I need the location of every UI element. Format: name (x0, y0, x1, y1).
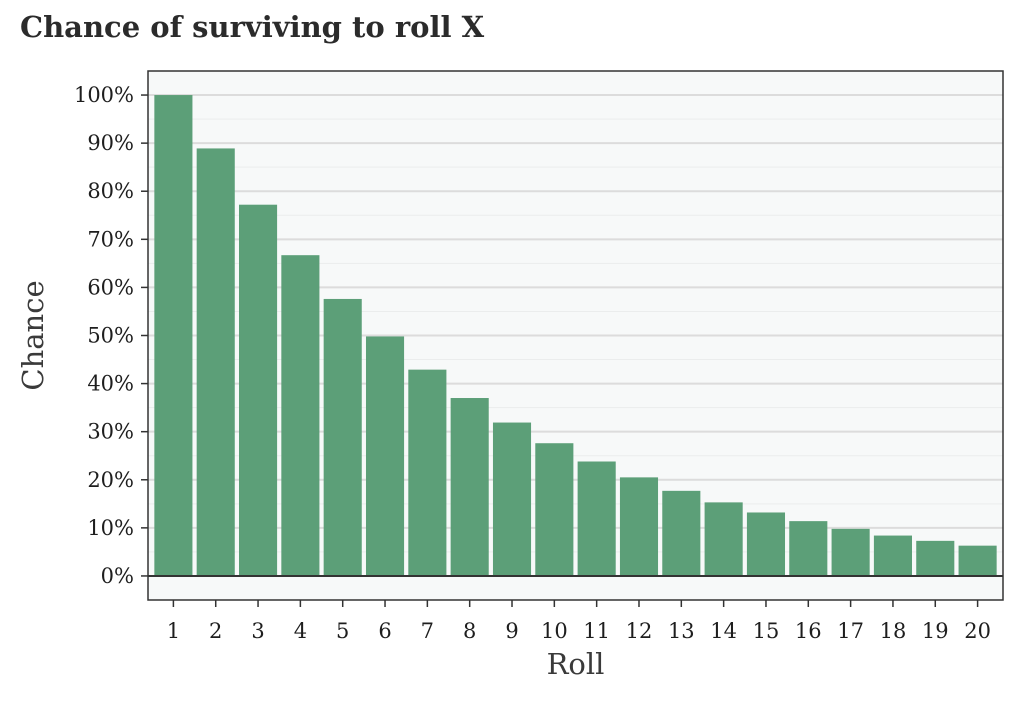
x-tick-label: 7 (421, 619, 434, 643)
bar-2 (196, 148, 235, 576)
y-axis-ticks: 0% 10% 20% 30% 40% 50% 60% 70% 80% 90% 100% (74, 83, 148, 588)
x-tick-label: 3 (251, 619, 264, 643)
bar-7 (408, 369, 447, 576)
y-tick-label: 0% (101, 564, 134, 588)
bar-16 (789, 521, 828, 576)
y-tick-label: 50% (87, 324, 134, 348)
x-tick-label: 8 (463, 619, 476, 643)
bar-14 (704, 502, 743, 576)
bar-4 (281, 255, 320, 576)
bar-11 (577, 461, 616, 576)
x-tick-label: 5 (336, 619, 349, 643)
bar-5 (323, 298, 362, 576)
bar-18 (873, 535, 912, 576)
x-tick-label: 12 (626, 619, 653, 643)
x-tick-label: 4 (294, 619, 307, 643)
y-tick-label: 100% (74, 83, 134, 107)
bar-19 (916, 540, 955, 576)
bar-3 (239, 204, 278, 576)
x-tick-label: 13 (668, 619, 695, 643)
y-tick-label: 20% (87, 468, 134, 492)
bar-10 (535, 443, 574, 576)
y-tick-label: 40% (87, 372, 134, 396)
x-tick-label: 20 (964, 619, 991, 643)
bar-8 (450, 398, 489, 576)
bar-6 (365, 336, 405, 576)
x-tick-label: 17 (837, 619, 864, 643)
x-tick-label: 19 (922, 619, 949, 643)
y-tick-label: 30% (87, 420, 134, 444)
bar-1 (154, 95, 193, 576)
x-axis-title: Roll (547, 647, 605, 681)
bar-12 (619, 477, 659, 576)
x-tick-label: 16 (795, 619, 822, 643)
bar-17 (831, 528, 870, 576)
y-tick-label: 90% (87, 131, 134, 155)
x-axis-ticks: 1 2 3 4 5 6 7 8 9 10 11 12 13 14 15 16 17 18 19 20 (167, 600, 991, 643)
y-axis-title: Chance (16, 280, 50, 390)
x-tick-label: 9 (505, 619, 518, 643)
chart-title: Chance of surviving to roll X (20, 10, 485, 44)
bars (154, 95, 997, 576)
x-tick-label: 15 (753, 619, 780, 643)
bar-15 (746, 512, 786, 576)
bar-9 (492, 422, 532, 576)
x-tick-label: 11 (583, 619, 610, 643)
x-tick-label: 14 (710, 619, 737, 643)
y-tick-label: 60% (87, 275, 134, 299)
x-tick-label: 18 (880, 619, 907, 643)
x-tick-label: 10 (541, 619, 568, 643)
y-tick-label: 10% (87, 516, 134, 540)
bar-20 (958, 545, 997, 576)
bar-13 (662, 490, 701, 576)
y-tick-label: 80% (87, 179, 134, 203)
x-tick-label: 6 (378, 619, 391, 643)
x-tick-label: 1 (167, 619, 180, 643)
y-tick-label: 70% (87, 227, 134, 251)
x-tick-label: 2 (209, 619, 222, 643)
